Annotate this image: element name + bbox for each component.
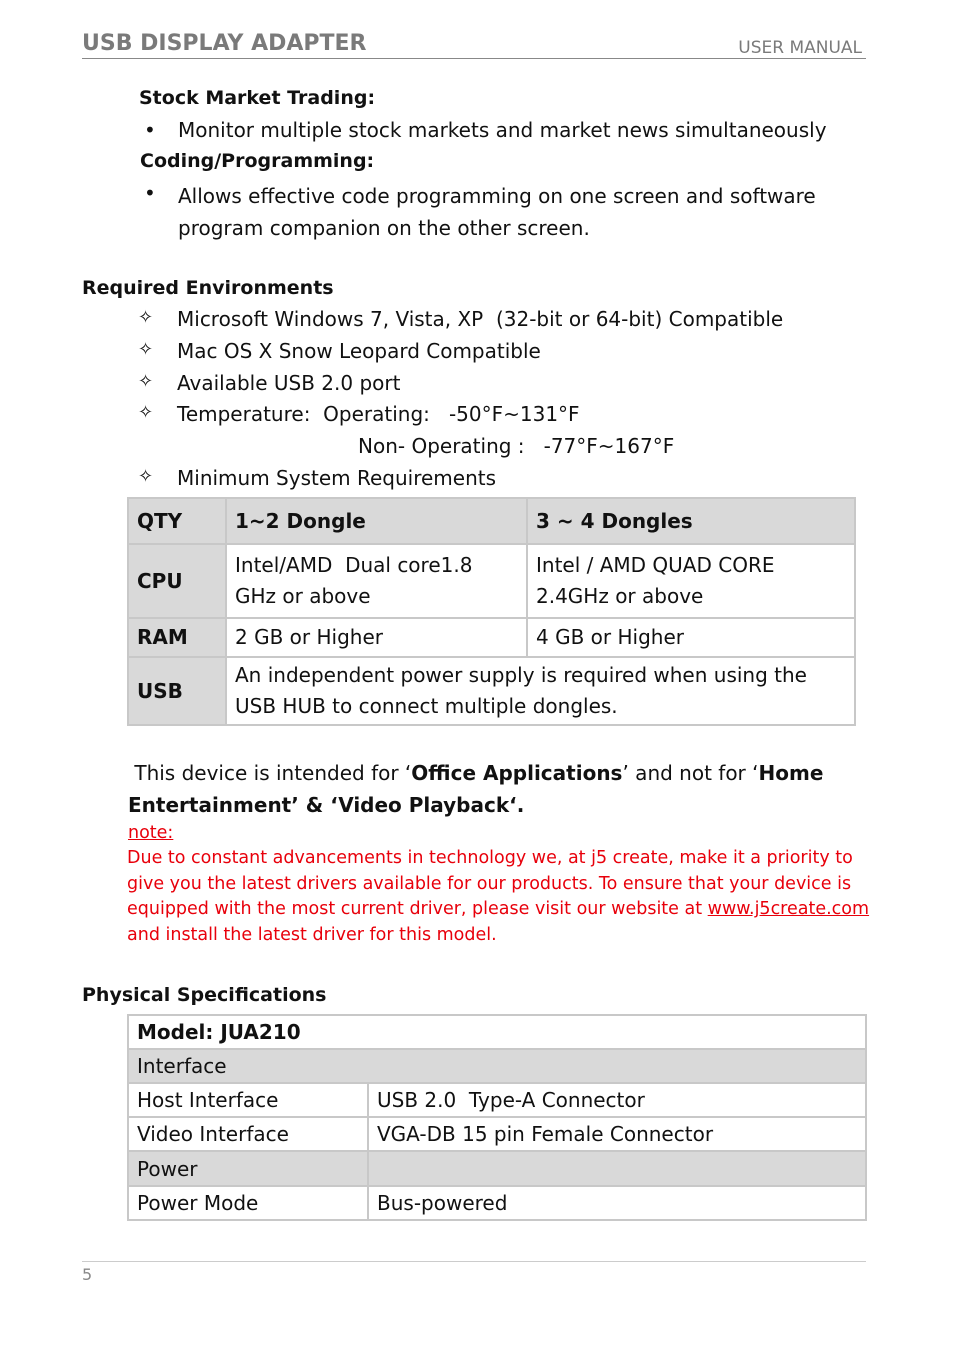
list-item: Microsoft Windows 7, Vista, XP (32-bit o… [177,307,784,331]
section-heading: Physical Specifications [82,984,327,1006]
table-row: Model: JUA210 [127,1014,867,1050]
table-row: QTY 1~2 Dongle 3 ~ 4 Dongles [127,497,856,545]
bullet-text: Monitor multiple stock markets and marke… [178,118,827,142]
requirements-table: QTY 1~2 Dongle 3 ~ 4 Dongles CPU Intel/A… [127,497,856,726]
table-cell: Intel/AMD Dual core1.8 GHz or above [225,543,528,619]
table-cell: Interface [127,1048,867,1084]
table-row: Power Mode Bus-powered [127,1185,867,1221]
section-heading: Coding/Programming: [140,150,375,172]
list-item: Temperature: Operating: -50°F~131°F [177,402,580,426]
list-item: Available USB 2.0 port [177,371,401,395]
header-title: USB DISPLAY ADAPTER [82,31,367,56]
text: ’ and not for ‘ [622,761,759,785]
note: Due to constant advancements in technolo… [127,846,887,949]
header-rule [82,58,866,59]
bullet-text: Allows effective code programming on one… [178,184,823,240]
list-marker: ✧ [138,466,154,487]
text: ’ & ‘ [291,793,339,817]
table-cell: QTY [127,497,227,545]
table-cell: Host Interface [127,1082,369,1118]
footer-rule [82,1261,866,1262]
header-subtitle: USER MANUAL [738,38,862,58]
table-row: CPU Intel/AMD Dual core1.8 GHz or above … [127,543,856,619]
list-marker: ✧ [138,339,154,360]
table-cell: VGA-DB 15 pin Female Connector [367,1116,867,1152]
table-cell: Video Interface [127,1116,369,1152]
table-cell: Power Mode [127,1185,369,1221]
table-cell [367,1150,867,1187]
table-row: RAM 2 GB or Higher 4 GB or Higher [127,617,856,658]
list-continuation: Non- Operating : -77°F~167°F [358,434,675,458]
text: ‘. [509,793,525,817]
table-cell: RAM [127,617,227,658]
table-cell: Bus-powered [367,1185,867,1221]
table-cell: Intel / AMD QUAD CORE 2.4GHz or above [526,543,856,619]
table-row: Host Interface USB 2.0 Type-A Connector [127,1082,867,1118]
table-cell: An independent power supply is required … [225,656,856,726]
table-cell: 1~2 Dongle [225,497,528,545]
table-row: Power [127,1150,867,1187]
bullet: • [144,181,156,205]
page-number: 5 [82,1265,93,1284]
section-heading: Stock Market Trading: [139,87,376,109]
list-item: Mac OS X Snow Leopard Compatible [177,339,541,363]
bullet: • [144,118,156,142]
table-cell: 3 ~ 4 Dongles [526,497,856,545]
list-item: Minimum System Requirements [177,466,497,490]
text: This device is intended for ‘ [134,761,412,785]
text: Home Entertainment [128,761,831,817]
table-cell: 4 GB or Higher [526,617,856,658]
note-text: and install the latest driver for this m… [127,899,875,946]
table-cell: CPU [127,543,227,619]
table-cell: 2 GB or Higher [225,617,528,658]
table-cell: Power [127,1150,369,1187]
note-label: note: [128,823,174,843]
table-row: USB An independent power supply is requi… [127,656,856,726]
table-cell: USB [127,656,227,726]
note-text: Due to constant advancements in technolo… [127,848,859,920]
link[interactable]: www.j5create.com [707,899,870,920]
paragraph: This device is intended for ‘Office Appl… [128,757,868,821]
text: Video Playback [338,793,510,817]
table-cell: Model: JUA210 [127,1014,867,1050]
spec-table: Model: JUA210 Interface Host Interface US… [127,1014,867,1221]
text: Office Applications [411,761,623,785]
section-heading: Required Environments [82,277,334,299]
list-marker: ✧ [138,402,154,423]
table-row: Interface [127,1048,867,1084]
list-marker: ✧ [138,371,154,392]
table-row: Video Interface VGA-DB 15 pin Female Conn… [127,1116,867,1152]
table-cell: USB 2.0 Type-A Connector [367,1082,867,1118]
list-marker: ✧ [138,307,154,328]
